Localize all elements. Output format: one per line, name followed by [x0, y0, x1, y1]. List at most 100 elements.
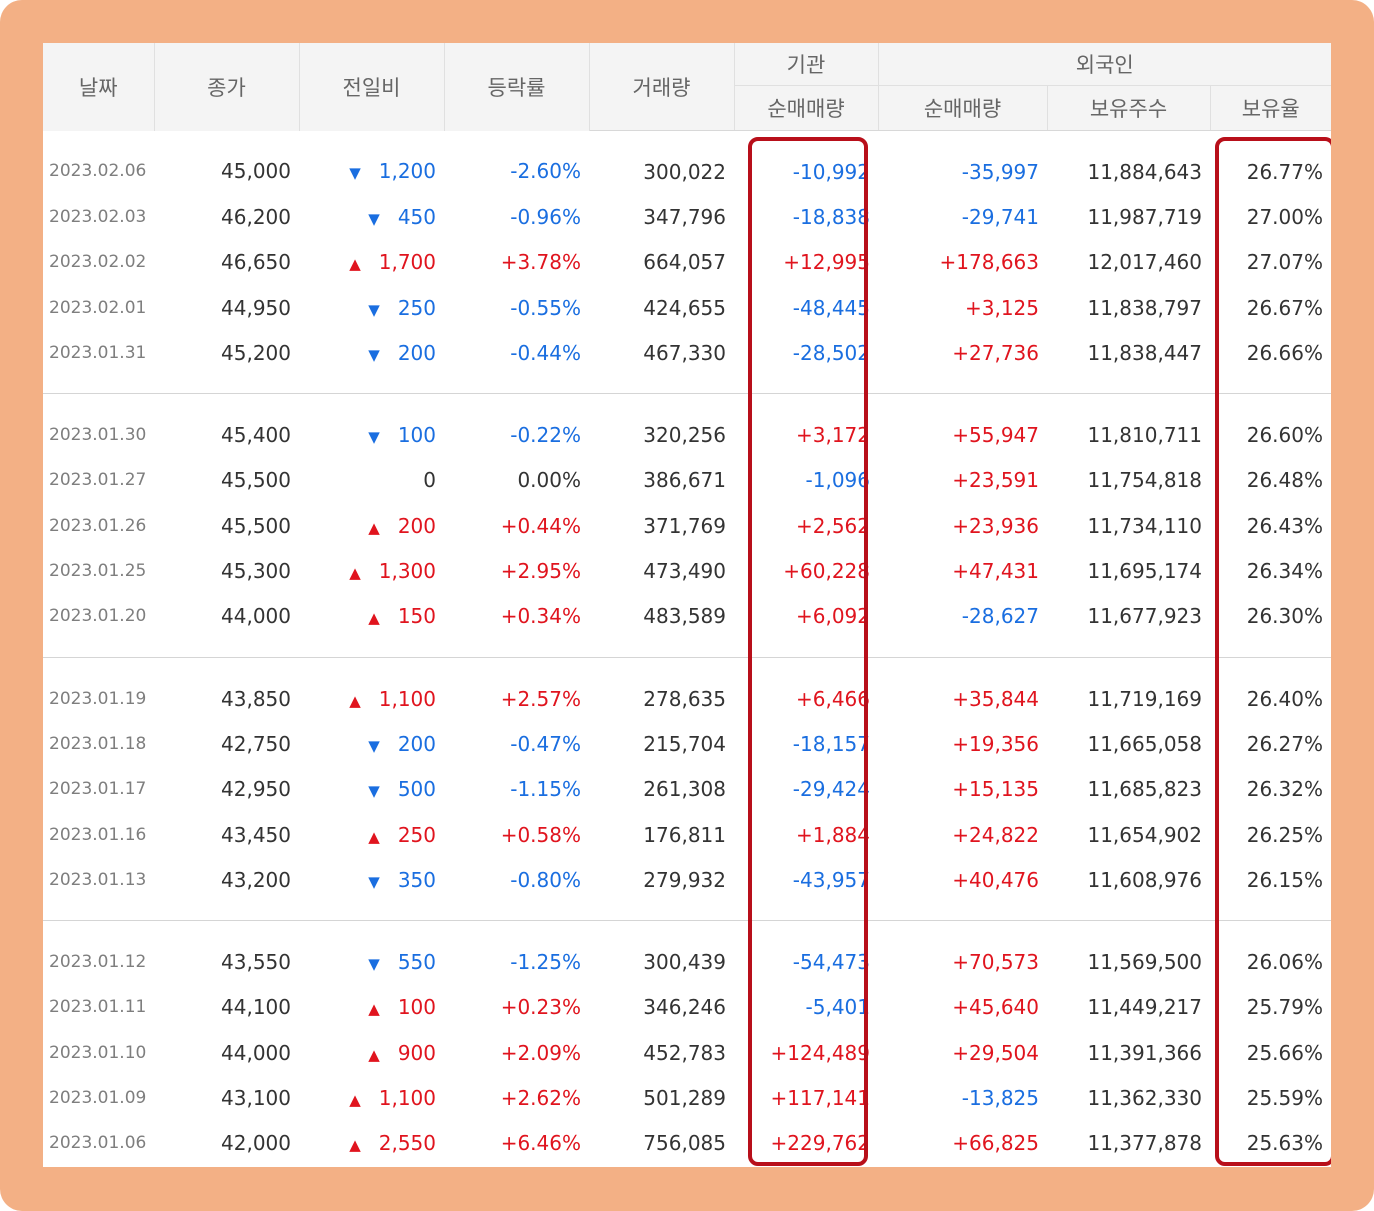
cell-institution-net: -43,957 [734, 857, 878, 922]
change-value: 500 [397, 777, 436, 802]
table-row: 2023.01.30 45,400 ▼ 100 -0.22% 320,256 +3,172 +… [43, 394, 1331, 458]
cell-institution-net: +229,762 [734, 1120, 878, 1167]
triangle-up-icon: ▲ [368, 827, 380, 846]
cell-institution-net: +12,995 [783, 250, 870, 275]
cell-foreign-net: -35,997 [961, 159, 1039, 184]
triangle-up-icon: ▲ [349, 255, 361, 274]
header-foreign-holdings: 보유주수 [1047, 85, 1211, 131]
daily-trading-table: 날짜 종가 전일비 등락률 거래량 기관 외국인 순매매량 순매매량 보유주수 … [43, 43, 1331, 1167]
cell-date: 2023.01.20 [43, 593, 154, 658]
cell-rate: +2.95% [500, 559, 581, 584]
cell-institution-net: +2,562 [795, 513, 870, 538]
table-row: 2023.02.02 46,650 ▲ 1,700 +3.78% 664,057 +12,9… [43, 240, 1331, 285]
cell-close: 42,000 [154, 1120, 299, 1167]
cell-foreign-net: +47,431 [952, 559, 1039, 584]
cell-change: ▲ 250 [299, 812, 444, 857]
cell-close: 45,000 [221, 159, 291, 184]
cell-date: 2023.01.06 [43, 1120, 154, 1167]
cell-institution-net: +3,172 [795, 423, 870, 448]
cell-foreign-ratio: 26.67% [1246, 295, 1323, 320]
triangle-down-icon: ▼ [368, 736, 380, 755]
change-value: 550 [397, 950, 436, 975]
cell-rate: 0.00% [517, 468, 581, 493]
cell-foreign-holdings: 11,884,643 [1087, 159, 1202, 184]
cell-foreign-holdings: 11,608,976 [1047, 857, 1210, 922]
cell-change: ▲ 1,700 [299, 240, 444, 285]
cell-rate: +6.46% [444, 1120, 589, 1167]
cell-change: ▲ 200 [299, 503, 444, 548]
cell-foreign-holdings: 11,838,797 [1087, 295, 1202, 320]
change-value: 2,550 [378, 1131, 436, 1156]
cell-change: ▼ 450 [299, 194, 444, 239]
cell-foreign-ratio: 26.30% [1210, 593, 1331, 658]
table-row: 2023.01.12 43,550 ▼ 550 -1.25% 300,439 -54,473… [43, 921, 1331, 985]
cell-volume: 424,655 [643, 295, 726, 320]
cell-foreign-net: +178,663 [939, 250, 1039, 275]
cell-date: 2023.02.06 [49, 161, 147, 182]
cell-date: 2023.01.26 [49, 515, 147, 536]
header-foreign-net: 순매매량 [878, 85, 1048, 131]
cell-volume: 371,769 [643, 513, 726, 538]
change-value: 200 [397, 731, 436, 756]
table-row: 2023.01.06 42,000 ▲ 2,550 +6.46% 756,085 +229,… [43, 1120, 1331, 1167]
cell-change: ▼ 500 [299, 767, 444, 812]
cell-foreign-holdings: 11,838,447 [1047, 330, 1210, 395]
cell-volume: 261,308 [643, 777, 726, 802]
cell-volume: 279,932 [589, 857, 734, 922]
cell-institution-net: -10,992 [792, 159, 870, 184]
cell-volume: 501,289 [643, 1085, 726, 1110]
change-value: 0 [423, 468, 436, 493]
cell-foreign-ratio: 26.06% [1246, 950, 1323, 975]
cell-foreign-holdings: 11,362,330 [1087, 1085, 1202, 1110]
triangle-down-icon: ▼ [368, 209, 380, 228]
cell-institution-net: +124,489 [770, 1040, 870, 1065]
cell-close: 44,950 [221, 295, 291, 320]
cell-date: 2023.01.13 [43, 857, 154, 922]
triangle-up-icon: ▲ [368, 1045, 380, 1064]
cell-close: 43,850 [221, 686, 291, 711]
header-volume: 거래량 [589, 43, 735, 131]
cell-date: 2023.01.31 [43, 330, 154, 395]
cell-foreign-net: -13,825 [961, 1085, 1039, 1110]
table-row: 2023.02.03 46,200 ▼ 450 -0.96% 347,796 -18,838… [43, 194, 1331, 239]
triangle-up-icon: ▲ [368, 609, 380, 628]
cell-close: 42,750 [221, 731, 291, 756]
cell-volume: 346,246 [643, 995, 726, 1020]
triangle-down-icon: ▼ [368, 428, 380, 447]
cell-foreign-net: +19,356 [952, 731, 1039, 756]
cell-foreign-holdings: 11,754,818 [1087, 468, 1202, 493]
cell-foreign-net: -28,627 [878, 593, 1047, 658]
cell-rate: +0.58% [500, 822, 581, 847]
table-row: 2023.01.10 44,000 ▲ 900 +2.09% 452,783 +124,48… [43, 1030, 1331, 1075]
cell-institution-net: +117,141 [770, 1085, 870, 1110]
cell-foreign-holdings: 11,391,366 [1087, 1040, 1202, 1065]
change-value: 100 [397, 995, 436, 1020]
cell-date: 2023.02.01 [49, 297, 147, 318]
change-value: 1,100 [378, 686, 436, 711]
triangle-up-icon: ▲ [349, 1136, 361, 1155]
stock-table-panel: 날짜 종가 전일비 등락률 거래량 기관 외국인 순매매량 순매매량 보유주수 … [43, 43, 1331, 1167]
cell-foreign-net: +45,640 [952, 995, 1039, 1020]
cell-rate: +0.34% [444, 593, 589, 658]
header-foreign-ratio: 보유율 [1210, 85, 1331, 131]
change-value: 150 [397, 604, 436, 629]
cell-close: 46,200 [221, 204, 291, 229]
change-value: 250 [397, 295, 436, 320]
cell-change: ▼ 200 [299, 330, 444, 395]
cell-rate: +0.44% [500, 513, 581, 538]
table-row: 2023.01.13 43,200 ▼ 350 -0.80% 279,932 -43,957… [43, 857, 1331, 922]
cell-rate: -0.80% [444, 857, 589, 922]
cell-rate: -0.55% [510, 295, 581, 320]
cell-change: ▲ 900 [299, 1030, 444, 1075]
cell-volume: 320,256 [643, 423, 726, 448]
cell-institution-net: +1,884 [795, 822, 870, 847]
cell-foreign-ratio: 26.66% [1210, 330, 1331, 395]
table-row: 2023.01.16 43,450 ▲ 250 +0.58% 176,811 +1,884 +… [43, 812, 1331, 857]
table-row: 2023.01.20 44,000 ▲ 150 +0.34% 483,589 +6,092-… [43, 593, 1331, 658]
change-value: 350 [397, 867, 436, 892]
triangle-up-icon: ▲ [349, 1090, 361, 1109]
triangle-down-icon: ▼ [349, 164, 361, 183]
cell-date: 2023.01.09 [49, 1087, 147, 1108]
cell-date: 2023.01.17 [49, 779, 147, 800]
cell-change: ▲ 1,300 [299, 548, 444, 593]
